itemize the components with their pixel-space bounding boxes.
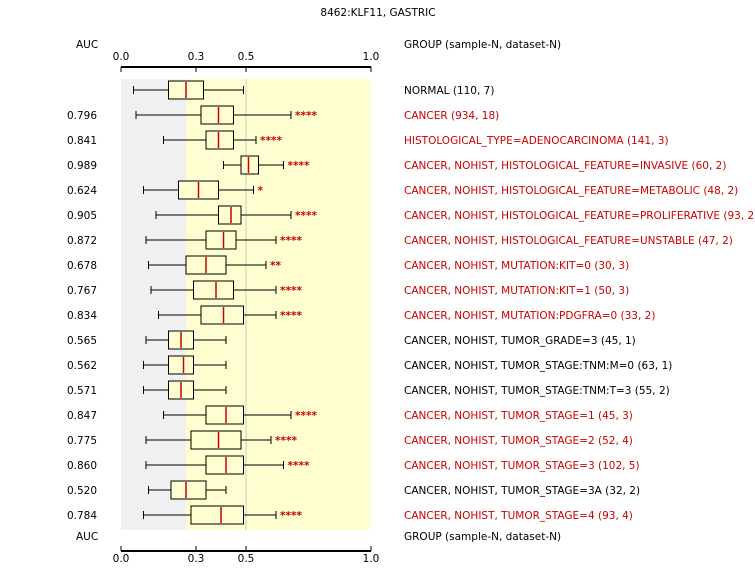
iqr-box <box>170 480 207 500</box>
box-row: **** 0.784 CANCER, NOHIST, TUMOR_STAGE=4 (… <box>67 505 633 525</box>
top-tick-label: 0.0 <box>113 51 130 63</box>
box-row: ** 0.678 CANCER, NOHIST, MUTATION:KIT=0 (3… <box>67 255 629 275</box>
auc-value: 0.905 <box>67 210 97 222</box>
group-label: CANCER, NOHIST, TUMOR_STAGE=3A (32, 2) <box>404 485 640 497</box>
group-header-bottom: GROUP (sample-N, dataset-N) <box>404 531 561 543</box>
auc-value: 0.775 <box>67 435 97 447</box>
auc-value: 0.520 <box>67 485 97 497</box>
auc-value: 0.571 <box>67 385 97 397</box>
group-label: CANCER, NOHIST, TUMOR_STAGE=3 (102, 5) <box>404 460 640 472</box>
box-rows: NORMAL (110, 7) **** 0.796 CANCER (934, 18)… <box>67 80 755 525</box>
group-label: CANCER, NOHIST, TUMOR_STAGE=1 (45, 3) <box>404 410 633 422</box>
auc-value: 0.678 <box>67 260 97 272</box>
plot-background <box>121 79 371 530</box>
auc-value: 0.841 <box>67 135 97 147</box>
auc-value: 0.562 <box>67 360 97 372</box>
top-tick-label: 0.5 <box>238 51 255 63</box>
x-axis-top: 0.0 0.3 0.5 1.0 <box>113 51 380 72</box>
group-header-top: GROUP (sample-N, dataset-N) <box>404 39 561 51</box>
iqr-box <box>205 455 244 475</box>
iqr-box <box>205 405 244 425</box>
iqr-box <box>190 505 244 525</box>
iqr-box <box>168 355 194 375</box>
group-label: CANCER, NOHIST, TUMOR_STAGE:TNM:T=3 (55,… <box>404 385 670 397</box>
significance-stars: **** <box>280 285 302 297</box>
auc-value: 0.796 <box>67 110 97 122</box>
significance-stars: **** <box>280 510 302 522</box>
box-row: 0.571 CANCER, NOHIST, TUMOR_STAGE:TNM:T=3… <box>67 380 670 400</box>
bottom-tick-label: 0.5 <box>238 553 255 565</box>
group-label: CANCER (934, 18) <box>404 110 499 122</box>
group-label: CANCER, NOHIST, TUMOR_GRADE=3 (45, 1) <box>404 335 636 347</box>
auc-value: 0.565 <box>67 335 97 347</box>
iqr-box <box>218 205 242 225</box>
top-tick-label: 0.3 <box>188 51 205 63</box>
box-row: 0.562 CANCER, NOHIST, TUMOR_STAGE:TNM:M=0… <box>67 355 672 375</box>
box-row: **** 0.767 CANCER, NOHIST, MUTATION:KIT=1 … <box>67 280 629 300</box>
auc-value: 0.624 <box>67 185 97 197</box>
significance-stars: * <box>258 185 264 197</box>
group-label: CANCER, NOHIST, MUTATION:KIT=1 (50, 3) <box>404 285 629 297</box>
group-label: CANCER, NOHIST, MUTATION:PDGFRA=0 (33, 2… <box>404 310 655 322</box>
group-label: CANCER, NOHIST, TUMOR_STAGE=4 (93, 4) <box>404 510 633 522</box>
iqr-box <box>205 230 237 250</box>
bottom-tick-label: 0.0 <box>113 553 130 565</box>
box-row: **** 0.872 CANCER, NOHIST, HISTOLOGICAL_FE… <box>67 230 733 250</box>
significance-stars: **** <box>288 160 310 172</box>
box-row: **** 0.834 CANCER, NOHIST, MUTATION:PDGFRA… <box>67 305 655 325</box>
group-label: CANCER, NOHIST, TUMOR_STAGE:TNM:M=0 (63,… <box>404 360 672 372</box>
auc-value: 0.767 <box>67 285 97 297</box>
group-label: CANCER, NOHIST, MUTATION:KIT=0 (30, 3) <box>404 260 629 272</box>
iqr-box <box>200 105 234 125</box>
group-label: NORMAL (110, 7) <box>404 85 494 97</box>
auc-value: 0.784 <box>67 510 97 522</box>
iqr-box <box>200 305 244 325</box>
box-row: * 0.624 CANCER, NOHIST, HISTOLOGICAL_FEATU… <box>67 180 738 200</box>
significance-stars: **** <box>288 460 310 472</box>
auc-value: 0.860 <box>67 460 97 472</box>
iqr-box <box>205 130 234 150</box>
group-label: CANCER, NOHIST, HISTOLOGICAL_FEATURE=PRO… <box>404 210 755 222</box>
significance-stars: **** <box>295 110 317 122</box>
auc-value: 0.834 <box>67 310 97 322</box>
group-label: CANCER, NOHIST, TUMOR_STAGE=2 (52, 4) <box>404 435 633 447</box>
box-row: 0.565 CANCER, NOHIST, TUMOR_GRADE=3 (45, … <box>67 330 636 350</box>
iqr-box <box>190 430 242 450</box>
box-row: **** 0.775 CANCER, NOHIST, TUMOR_STAGE=2 (… <box>67 430 633 450</box>
group-label: CANCER, NOHIST, HISTOLOGICAL_FEATURE=INV… <box>404 160 726 172</box>
significance-stars: **** <box>295 210 317 222</box>
significance-stars: **** <box>280 235 302 247</box>
bottom-tick-label: 1.0 <box>363 553 380 565</box>
box-row: **** 0.860 CANCER, NOHIST, TUMOR_STAGE=3 (… <box>67 455 640 475</box>
background-yellow-band <box>186 79 371 530</box>
iqr-box <box>240 155 259 175</box>
box-row: **** 0.905 CANCER, NOHIST, HISTOLOGICAL_FE… <box>67 205 755 225</box>
x-axis-bottom: 0.0 0.3 0.5 1.0 <box>113 546 380 565</box>
box-row: **** 0.989 CANCER, NOHIST, HISTOLOGICAL_FE… <box>67 155 726 175</box>
auc-value: 0.989 <box>67 160 97 172</box>
significance-stars: **** <box>280 310 302 322</box>
box-row: **** 0.796 CANCER (934, 18) <box>67 105 499 125</box>
auc-value: 0.872 <box>67 235 97 247</box>
bottom-tick-label: 0.3 <box>188 553 205 565</box>
group-label: HISTOLOGICAL_TYPE=ADENOCARCINOMA (141, 3… <box>404 135 669 147</box>
significance-stars: **** <box>275 435 297 447</box>
box-row: **** 0.841 HISTOLOGICAL_TYPE=ADENOCARCINOM… <box>67 130 669 150</box>
box-row: 0.520 CANCER, NOHIST, TUMOR_STAGE=3A (32,… <box>67 480 640 500</box>
chart-title: 8462:KLF11, GASTRIC <box>320 7 435 19</box>
auc-header-bottom: AUC <box>76 531 98 543</box>
auc-value: 0.847 <box>67 410 97 422</box>
significance-stars: **** <box>260 135 282 147</box>
box-row: NORMAL (110, 7) <box>133 80 494 100</box>
box-row: **** 0.847 CANCER, NOHIST, TUMOR_STAGE=1 (… <box>67 405 633 425</box>
background-gray-band <box>121 79 186 530</box>
significance-stars: ** <box>270 260 281 272</box>
top-tick-label: 1.0 <box>363 51 380 63</box>
iqr-box <box>193 280 234 300</box>
group-label: CANCER, NOHIST, HISTOLOGICAL_FEATURE=MET… <box>404 185 738 197</box>
significance-stars: **** <box>295 410 317 422</box>
auc-header-top: AUC <box>76 39 98 51</box>
group-label: CANCER, NOHIST, HISTOLOGICAL_FEATURE=UNS… <box>404 235 733 247</box>
